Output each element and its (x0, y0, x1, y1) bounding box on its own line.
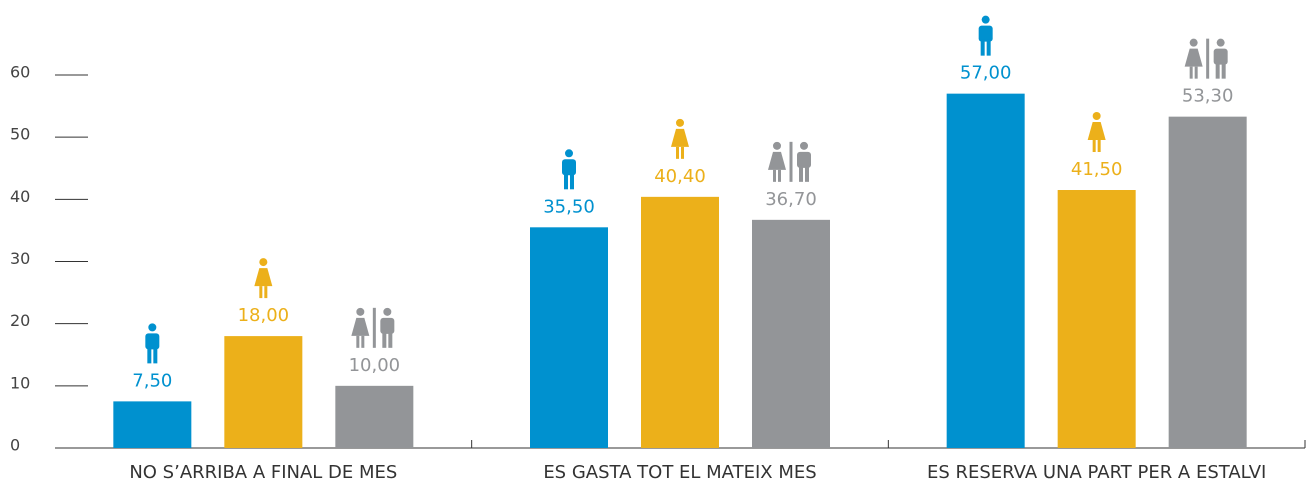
icon-body (145, 333, 160, 350)
value-label: 36,70 (765, 189, 817, 210)
icon-body (1213, 48, 1228, 65)
bar (113, 401, 192, 448)
icon-head (773, 141, 781, 150)
icon-divider (372, 307, 376, 348)
icon-leg (1097, 140, 1101, 153)
person-icon (768, 141, 811, 182)
icon-leg (799, 165, 803, 182)
value-label: 10,00 (349, 355, 401, 376)
bar (641, 196, 719, 448)
bar (752, 219, 830, 448)
value-label: 57,00 (960, 63, 1012, 84)
icon-divider (789, 141, 793, 182)
icon-dress (351, 317, 370, 336)
icon-head (1189, 38, 1198, 47)
icon-head (259, 258, 268, 267)
value-label: 40,40 (654, 166, 706, 187)
value-label: 53,30 (1182, 86, 1234, 107)
value-label: 35,50 (543, 196, 595, 217)
icon-leg (1092, 140, 1096, 153)
icon-leg (681, 146, 684, 159)
y-tick-label: 30 (10, 249, 30, 268)
bar (530, 227, 608, 448)
bar (1057, 190, 1136, 448)
icon-leg (1221, 62, 1226, 79)
y-tick-label: 40 (10, 187, 30, 206)
y-tick-label: 20 (10, 311, 30, 330)
icon-leg (356, 335, 360, 348)
icon-head (148, 323, 157, 332)
icon-leg (773, 169, 776, 182)
icon-head (800, 141, 808, 150)
icon-dress (671, 128, 689, 147)
y-tick-label: 60 (10, 63, 30, 82)
icon-head (356, 307, 365, 316)
icon-leg (805, 165, 809, 182)
y-tick-label: 0 (10, 436, 20, 455)
bar (946, 93, 1025, 449)
icon-body (797, 151, 811, 168)
icon-leg (153, 347, 158, 364)
icon-body (978, 25, 993, 42)
x-tick-label: NO S’ARRIBA A FINAL DE MES (129, 462, 397, 483)
icon-head (383, 307, 392, 316)
person-icon (562, 149, 576, 190)
icon-body (562, 159, 576, 176)
icon-head (1092, 112, 1101, 121)
icon-leg (382, 331, 387, 348)
icon-leg (986, 39, 991, 56)
icon-leg (1189, 66, 1193, 79)
person-icon (351, 307, 395, 348)
value-label: 18,00 (238, 305, 290, 326)
person-icon (145, 323, 160, 364)
icon-head (981, 15, 990, 24)
icon-dress (254, 268, 273, 287)
value-label: 7,50 (132, 370, 172, 391)
icon-divider (1206, 38, 1210, 79)
person-icon (1087, 112, 1106, 153)
icon-leg (980, 39, 985, 56)
icon-dress (1087, 122, 1106, 141)
person-icon (254, 258, 273, 299)
icon-leg (259, 286, 263, 299)
person-icon (1184, 38, 1228, 79)
icon-dress (1184, 48, 1203, 67)
y-tick-label: 10 (10, 373, 30, 392)
icon-head (1216, 38, 1225, 47)
x-tick-label: ES GASTA TOT EL MATEIX MES (543, 462, 816, 483)
icon-dress (768, 151, 786, 170)
icon-body (380, 317, 395, 334)
value-label: 41,50 (1071, 159, 1123, 180)
icon-leg (264, 286, 268, 299)
icon-leg (570, 173, 574, 190)
x-tick-label: ES RESERVA UNA PART PER A ESTALVI (927, 462, 1266, 483)
icon-leg (388, 331, 393, 348)
icon-leg (361, 335, 365, 348)
person-icon (978, 15, 993, 56)
icon-leg (147, 347, 152, 364)
bar (335, 385, 414, 448)
icon-head (565, 149, 573, 158)
y-tick-label: 50 (10, 125, 30, 144)
icon-leg (1194, 66, 1198, 79)
bar (224, 336, 303, 448)
icon-leg (676, 146, 679, 159)
icon-leg (778, 169, 781, 182)
icon-head (676, 118, 684, 127)
icon-leg (564, 173, 568, 190)
bar (1168, 116, 1247, 448)
person-icon (671, 118, 689, 159)
icon-leg (1215, 62, 1220, 79)
